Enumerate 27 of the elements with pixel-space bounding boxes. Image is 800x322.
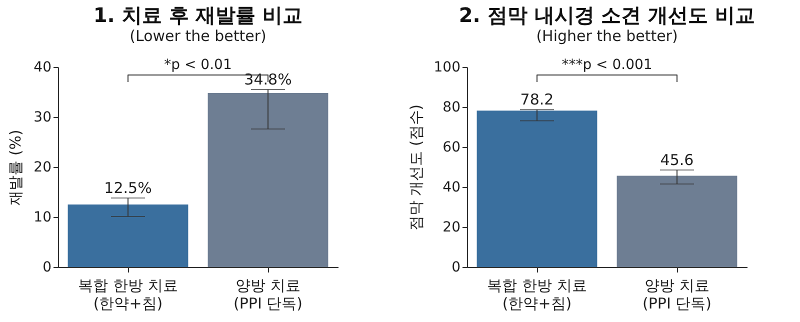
- chart-title: 1. 치료 후 재발률 비교: [93, 3, 303, 27]
- y-tick-label: 20: [34, 160, 52, 176]
- y-tick-label: 20: [442, 220, 460, 236]
- y-tick-label: 60: [442, 140, 460, 156]
- y-tick-label: 40: [442, 180, 460, 196]
- y-tick-label: 10: [34, 210, 52, 226]
- y-tick-label: 0: [42, 260, 52, 276]
- y-axis-title: 점막 개선도 (점수): [406, 104, 425, 231]
- y-tick-label: 30: [34, 110, 52, 126]
- annotation: *p < 0.01: [164, 57, 232, 73]
- y-tick-label: 100: [434, 60, 460, 76]
- y-tick-label: 0: [452, 260, 460, 276]
- x-tick-label: 양방 치료 (PPI 단독): [642, 276, 712, 312]
- data-label: 78.2: [520, 90, 554, 109]
- chart-title: 2. 점막 내시경 소견 개선도 비교: [458, 3, 756, 27]
- data-label: 45.6: [660, 151, 694, 169]
- chart-subtitle: (Higher the better): [536, 27, 678, 45]
- data-label: 12.5%: [104, 179, 152, 197]
- x-tick-label: 복합 한방 치료 (한약+침): [487, 276, 587, 312]
- chart-subtitle: (Lower the better): [130, 27, 266, 45]
- y-tick-label: 40: [34, 60, 52, 76]
- annotation: ***p < 0.001: [562, 57, 652, 73]
- y-tick-label: 80: [442, 100, 460, 116]
- x-tick-label: 양방 치료 (PPI 단독): [234, 276, 302, 312]
- y-axis-title: 재발률 (%): [6, 130, 25, 206]
- x-tick-label: 복합 한방 치료 (한약+침): [78, 276, 178, 312]
- data-label: 34.8%: [244, 70, 292, 88]
